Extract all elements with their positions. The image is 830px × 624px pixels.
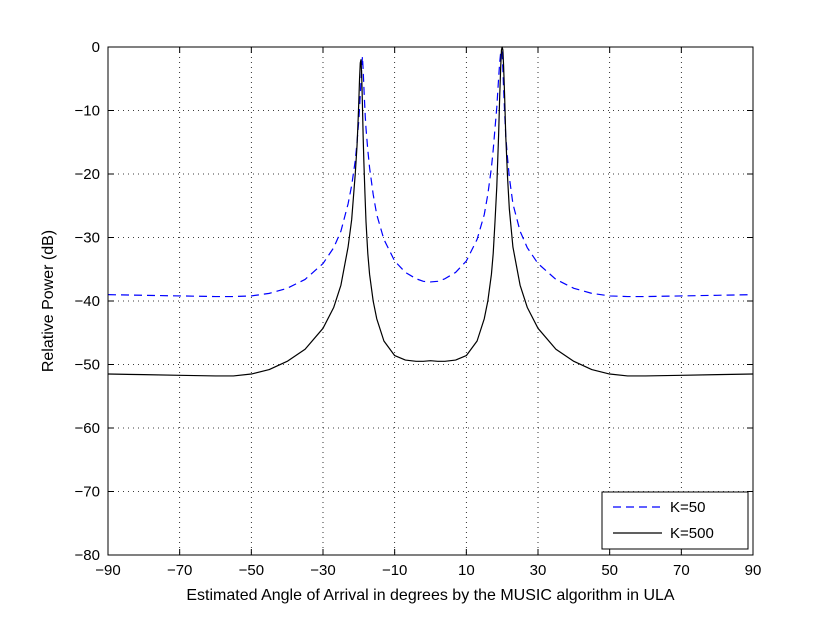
y-tick-label: −30 [75,230,100,247]
legend: K=50 K=500 [601,491,749,550]
y-tick-label: 0 [92,39,100,56]
x-tick-label: −70 [167,562,192,579]
x-tick-labels: −90 −70 −50 −30 −10 10 30 50 70 90 [95,562,761,579]
x-tick-label: 10 [458,562,475,579]
x-tick-label: −30 [310,562,335,579]
y-tick-label: −60 [75,420,100,437]
series-line-k500 [107,46,754,377]
plot-background [108,47,753,555]
y-tick-label: −40 [75,293,100,310]
x-tick-label: 90 [745,562,762,579]
x-tick-label: 50 [601,562,618,579]
y-tick-label: −50 [75,357,100,374]
series-line-k50 [107,49,754,298]
y-tick-label: −10 [75,103,100,120]
x-tick-label: 70 [673,562,690,579]
x-tick-label: −90 [95,562,120,579]
series-layer [107,46,754,377]
x-tick-label: −50 [239,562,264,579]
x-tick-label: 30 [530,562,547,579]
x-axis-label: Estimated Angle of Arrival in degrees by… [186,587,675,604]
legend-label-k500: K=500 [670,525,714,542]
y-tick-label: −80 [75,547,100,564]
x-tick-label: −10 [382,562,407,579]
legend-box [601,491,749,550]
y-tick-label: −20 [75,166,100,183]
legend-label-k50: K=50 [670,499,705,516]
y-axis-label: Relative Power (dB) [40,230,57,372]
y-tick-labels: 0 −10 −20 −30 −40 −50 −60 −70 −80 [75,39,100,564]
y-tick-label: −70 [75,484,100,501]
